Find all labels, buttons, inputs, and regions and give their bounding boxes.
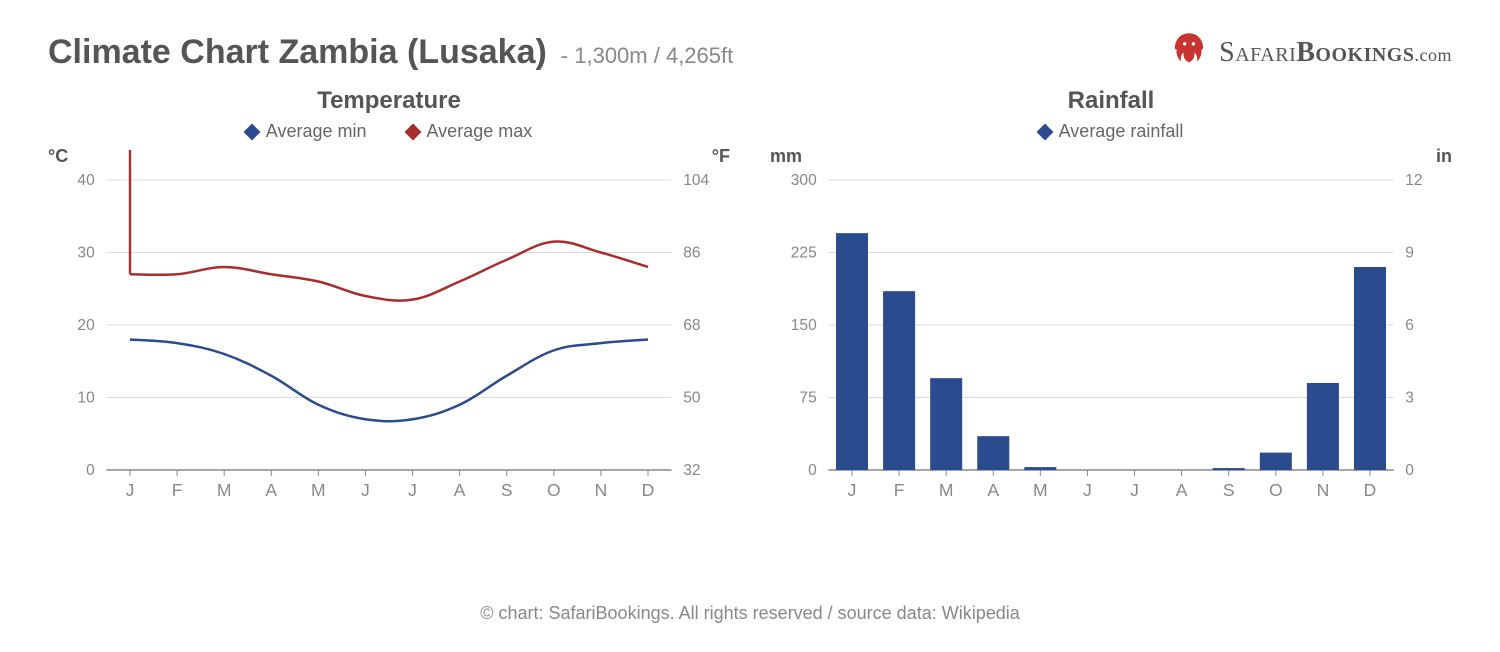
- legend-rain-label: Average rainfall: [1059, 121, 1184, 142]
- svg-text:9: 9: [1405, 244, 1414, 261]
- rain-y-right-label: in: [1436, 146, 1452, 167]
- footer-credit: © chart: SafariBookings. All rights rese…: [0, 603, 1500, 624]
- lion-icon: [1167, 28, 1211, 77]
- svg-text:104: 104: [683, 172, 709, 189]
- svg-text:S: S: [501, 480, 513, 500]
- diamond-icon: [404, 123, 421, 140]
- svg-text:0: 0: [86, 462, 95, 479]
- legend-max-label: Average max: [427, 121, 533, 142]
- svg-text:A: A: [265, 480, 277, 500]
- logo-word-2: Bookings: [1296, 37, 1414, 68]
- svg-text:F: F: [172, 480, 183, 500]
- svg-text:0: 0: [1405, 462, 1414, 479]
- svg-text:6: 6: [1405, 317, 1414, 334]
- svg-text:J: J: [361, 480, 370, 500]
- page-subtitle: - 1,300m / 4,265ft: [561, 43, 733, 69]
- charts-row: Temperature Average min Average max °C °…: [0, 87, 1500, 510]
- svg-text:50: 50: [683, 389, 701, 406]
- svg-text:225: 225: [791, 244, 817, 261]
- legend-avg-max: Average max: [407, 121, 533, 142]
- legend-avg-rain: Average rainfall: [1039, 121, 1184, 142]
- rainfall-plot-wrap: mm in 075150225300036912JFMAMJJASOND: [770, 150, 1452, 510]
- svg-text:J: J: [1130, 480, 1139, 500]
- svg-text:10: 10: [77, 389, 95, 406]
- svg-text:S: S: [1223, 480, 1235, 500]
- svg-text:N: N: [1317, 480, 1330, 500]
- page-title: Climate Chart Zambia (Lusaka): [48, 33, 547, 72]
- svg-text:J: J: [126, 480, 135, 500]
- svg-text:300: 300: [791, 172, 817, 189]
- rainfall-chart: 0 75 150 225 300 0 3 6 9 12 J F M A M J J A S O N D: [770, 150, 1452, 510]
- svg-text:M: M: [939, 480, 954, 500]
- svg-text:N: N: [595, 480, 608, 500]
- temperature-panel: Temperature Average min Average max °C °…: [48, 87, 730, 510]
- svg-text:M: M: [311, 480, 326, 500]
- svg-text:F: F: [894, 480, 905, 500]
- svg-text:A: A: [1176, 480, 1188, 500]
- svg-text:M: M: [1033, 480, 1048, 500]
- svg-text:J: J: [848, 480, 857, 500]
- svg-text:D: D: [642, 480, 655, 500]
- legend-min-label: Average min: [266, 121, 367, 142]
- svg-text:12: 12: [1405, 172, 1422, 189]
- temperature-chart: 0 10 20 30 40 32 50 68 86 104 J F M A M J J A S O N D: [48, 150, 730, 510]
- logo: SafariBookings.com: [1167, 28, 1452, 77]
- diamond-icon: [1036, 123, 1053, 140]
- logo-word-1: Safari: [1219, 37, 1296, 68]
- legend-avg-min: Average min: [246, 121, 367, 142]
- temperature-title: Temperature: [48, 87, 730, 115]
- svg-text:3: 3: [1405, 389, 1414, 406]
- logo-text: SafariBookings.com: [1219, 37, 1452, 69]
- header: Climate Chart Zambia (Lusaka) - 1,300m /…: [0, 0, 1500, 87]
- svg-text:150: 150: [791, 317, 817, 334]
- svg-text:32: 32: [683, 462, 700, 479]
- svg-text:40: 40: [77, 172, 95, 189]
- title-block: Climate Chart Zambia (Lusaka) - 1,300m /…: [48, 33, 733, 72]
- svg-text:M: M: [217, 480, 232, 500]
- temperature-plot-wrap: °C °F 01020304032506886104JFMAMJJASOND: [48, 150, 730, 510]
- svg-text:75: 75: [799, 389, 817, 406]
- svg-text:O: O: [547, 480, 561, 500]
- svg-text:D: D: [1364, 480, 1377, 500]
- svg-text:O: O: [1269, 480, 1283, 500]
- svg-text:J: J: [1083, 480, 1092, 500]
- svg-text:0: 0: [808, 462, 817, 479]
- rain-y-left-label: mm: [770, 146, 802, 167]
- svg-text:J: J: [408, 480, 417, 500]
- rainfall-panel: Rainfall Average rainfall mm in 0 75 150 22…: [770, 87, 1452, 510]
- temperature-legend: Average min Average max: [48, 121, 730, 142]
- temp-y-left-label: °C: [48, 146, 68, 167]
- rainfall-legend: Average rainfall: [770, 121, 1452, 142]
- svg-text:30: 30: [77, 244, 95, 261]
- svg-text:A: A: [987, 480, 999, 500]
- rainfall-title: Rainfall: [770, 87, 1452, 115]
- svg-text:86: 86: [683, 244, 701, 261]
- svg-text:68: 68: [683, 317, 701, 334]
- logo-word-3: .com: [1415, 45, 1453, 65]
- diamond-icon: [243, 123, 260, 140]
- svg-text:A: A: [454, 480, 466, 500]
- temp-y-right-label: °F: [712, 146, 730, 167]
- svg-text:20: 20: [77, 317, 95, 334]
